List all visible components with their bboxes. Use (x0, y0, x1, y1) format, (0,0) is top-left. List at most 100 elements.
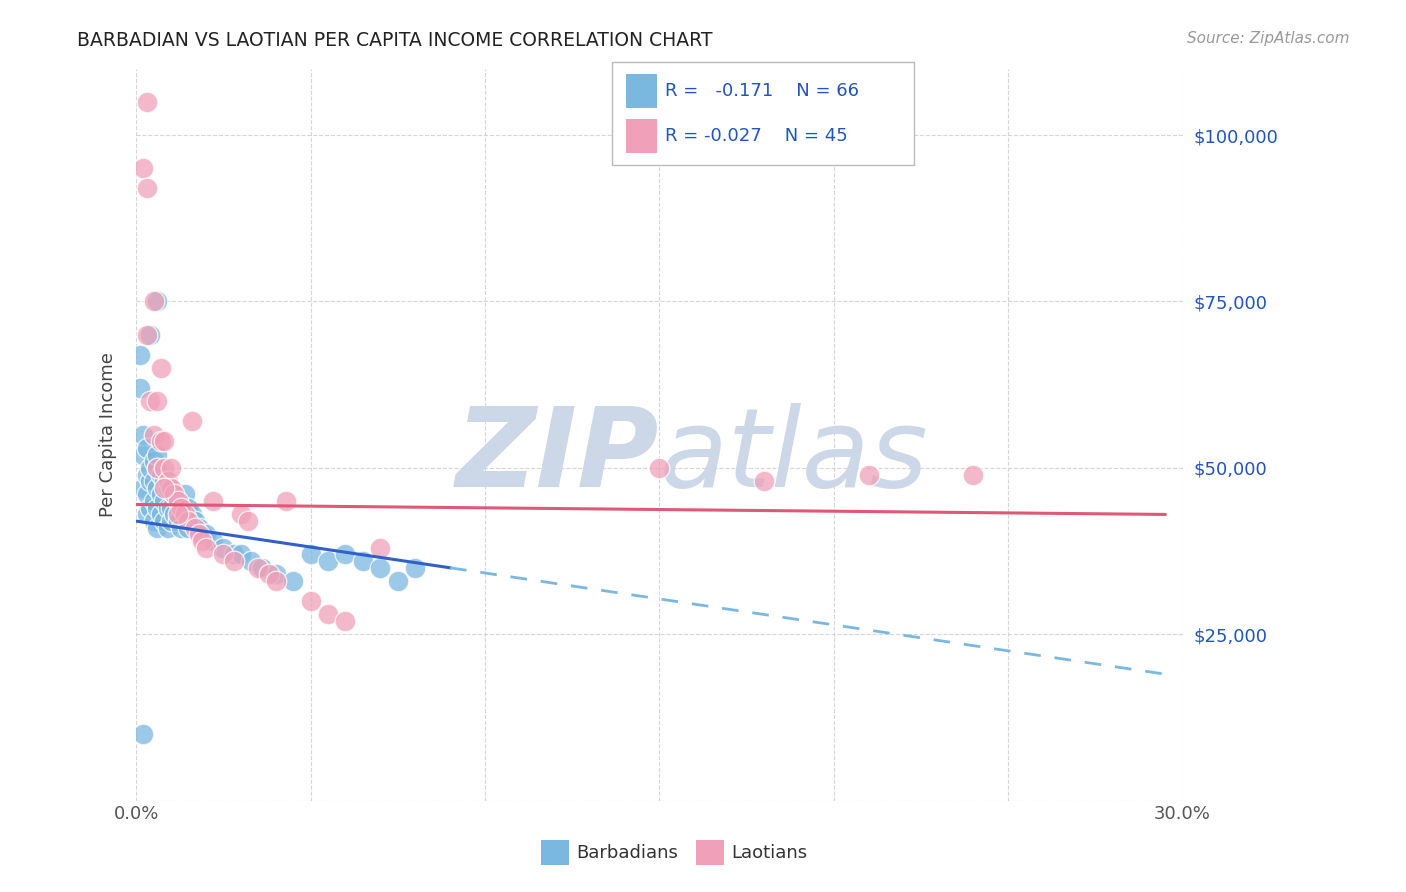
Point (146, 460, 169, 475)
Point (153, 460, 176, 475)
Point (132, 448, 155, 462)
Point (149, 467, 172, 482)
Point (212, 541, 235, 555)
Point (146, 448, 169, 462)
Point (128, 348, 150, 362)
Point (135, 487, 157, 501)
Point (299, 547, 322, 561)
Point (128, 381, 150, 395)
Point (352, 554, 374, 568)
Point (194, 541, 217, 555)
Text: Source: ZipAtlas.com: Source: ZipAtlas.com (1187, 31, 1350, 46)
Point (153, 434, 176, 449)
Point (201, 534, 224, 549)
Point (132, 481, 155, 495)
Point (142, 454, 165, 468)
Point (156, 521, 179, 535)
Point (135, 95, 157, 109)
Point (149, 508, 172, 522)
Point (139, 500, 162, 515)
Point (191, 527, 214, 541)
Point (250, 560, 273, 574)
Point (167, 514, 190, 528)
Point (156, 481, 179, 495)
Point (281, 574, 304, 588)
Point (177, 500, 200, 515)
Point (368, 560, 391, 574)
Point (648, 460, 671, 475)
Point (153, 474, 176, 488)
Point (139, 327, 162, 342)
Point (264, 574, 287, 588)
Point (163, 508, 186, 522)
Point (858, 467, 880, 482)
Point (146, 460, 169, 475)
Point (146, 394, 169, 409)
Point (153, 481, 176, 495)
Point (194, 527, 217, 541)
Point (163, 487, 186, 501)
Point (149, 361, 172, 376)
Point (149, 487, 172, 501)
Point (132, 161, 155, 176)
Text: Barbadians: Barbadians (576, 844, 678, 862)
Point (170, 500, 193, 515)
Point (167, 494, 190, 508)
Point (160, 514, 183, 528)
Point (132, 727, 155, 741)
Point (139, 474, 162, 488)
Point (142, 294, 165, 309)
Point (335, 614, 357, 628)
Point (240, 554, 263, 568)
Point (335, 547, 357, 561)
Point (257, 567, 280, 582)
Point (167, 508, 190, 522)
Point (170, 500, 193, 515)
Point (139, 394, 162, 409)
Point (160, 481, 183, 495)
Point (236, 514, 259, 528)
Text: BARBADIAN VS LAOTIAN PER CAPITA INCOME CORRELATION CHART: BARBADIAN VS LAOTIAN PER CAPITA INCOME C… (77, 31, 713, 50)
Point (174, 508, 197, 522)
Point (160, 481, 183, 495)
Point (222, 554, 245, 568)
Point (184, 514, 207, 528)
Point (146, 481, 169, 495)
Point (191, 534, 214, 549)
Point (212, 547, 235, 561)
Point (142, 514, 165, 528)
Point (187, 527, 209, 541)
Point (135, 181, 157, 195)
Point (146, 294, 169, 309)
Text: R = -0.027    N = 45: R = -0.027 N = 45 (665, 127, 848, 145)
Point (962, 467, 984, 482)
Point (153, 514, 176, 528)
Point (174, 508, 197, 522)
Point (368, 541, 391, 555)
Point (187, 521, 209, 535)
Point (132, 427, 155, 442)
Point (184, 521, 207, 535)
Y-axis label: Per Capita Income: Per Capita Income (100, 352, 117, 517)
Point (142, 427, 165, 442)
Point (160, 460, 183, 475)
Point (229, 508, 252, 522)
Point (167, 494, 190, 508)
Point (139, 460, 162, 475)
Point (135, 508, 157, 522)
Point (264, 567, 287, 582)
Point (387, 574, 409, 588)
Point (174, 487, 197, 501)
Point (177, 521, 200, 535)
Text: atlas: atlas (659, 403, 928, 510)
Point (274, 494, 297, 508)
Point (142, 494, 165, 508)
Point (229, 547, 252, 561)
Point (149, 434, 172, 449)
Point (316, 554, 339, 568)
Point (156, 474, 179, 488)
Text: R =   -0.171    N = 66: R = -0.171 N = 66 (665, 82, 859, 100)
Point (170, 521, 193, 535)
Text: Laotians: Laotians (731, 844, 807, 862)
Point (153, 494, 176, 508)
